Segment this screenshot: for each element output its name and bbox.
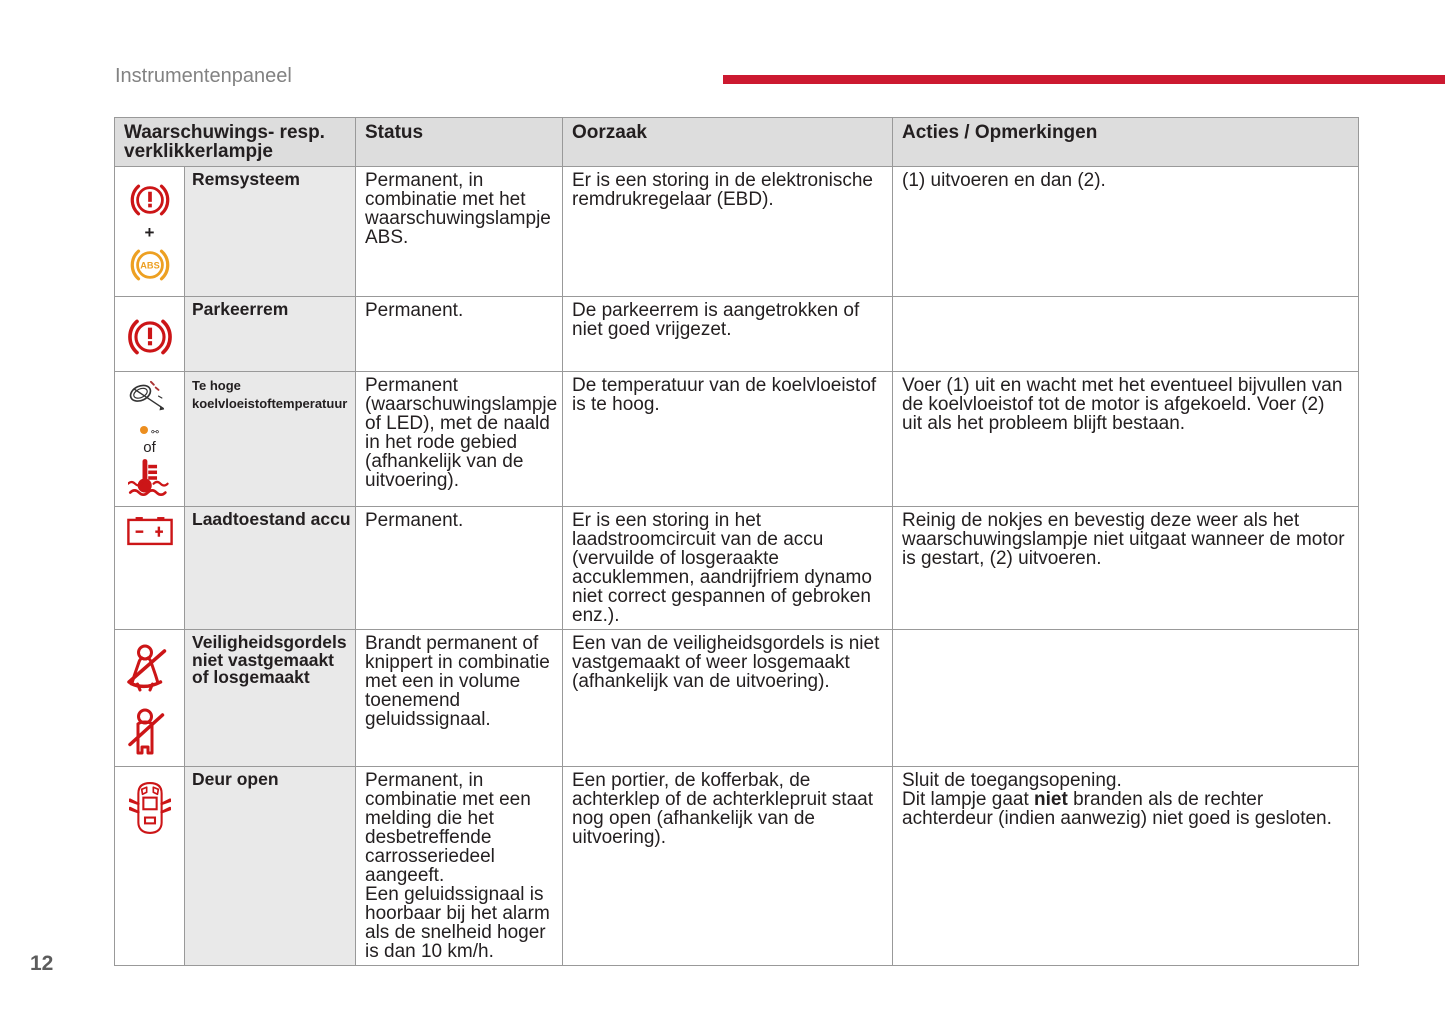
svg-text:ABS: ABS xyxy=(140,261,159,271)
